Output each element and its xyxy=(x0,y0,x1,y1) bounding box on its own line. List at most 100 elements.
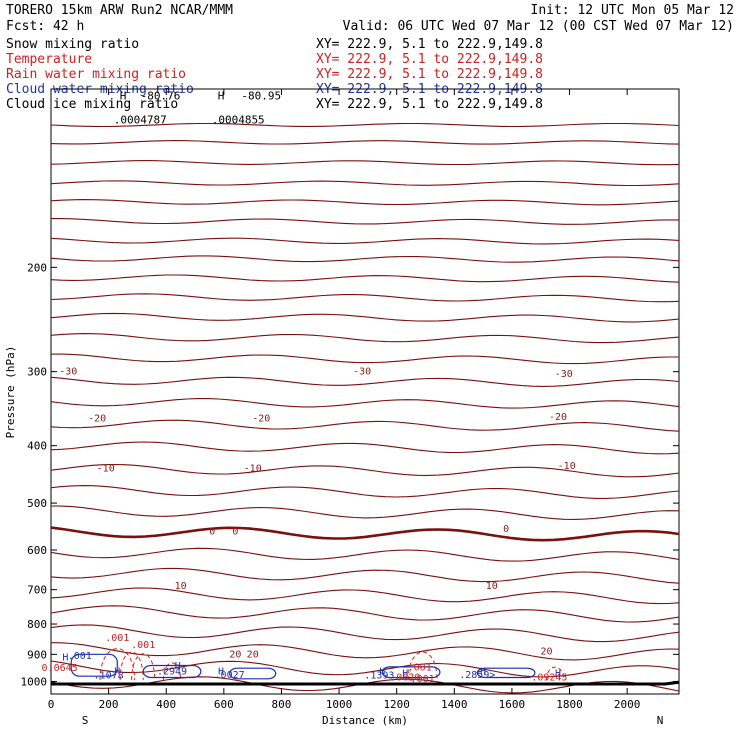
legend-name: Temperature xyxy=(6,52,92,67)
temperature-label: -30 xyxy=(555,369,573,380)
temperature-label: 20 xyxy=(247,649,259,660)
temperature-isotherm xyxy=(50,505,680,520)
rain-label: .0620 xyxy=(390,673,420,684)
rain-label: .001 xyxy=(105,633,129,644)
rain-contour xyxy=(131,653,156,681)
high-marker: H xyxy=(62,653,68,664)
x-tick-label: 2000 xyxy=(614,698,641,711)
high-marker: H xyxy=(114,667,120,678)
temperature-isotherm xyxy=(50,567,680,584)
temperature-isotherm xyxy=(50,237,680,245)
snow-ice-label: -80.76 xyxy=(141,90,181,103)
high-marker: H xyxy=(175,661,181,672)
x-tick-label: 800 xyxy=(272,698,292,711)
temperature-label: 20 xyxy=(540,647,552,658)
temperature-isotherm xyxy=(50,547,680,562)
header-init: Init: 12 UTC Mon 05 Mar 12 xyxy=(531,3,735,18)
x-tick-label: 1000 xyxy=(326,698,353,711)
temperature-label: 0 xyxy=(503,524,509,535)
rain-label: 0.0645 xyxy=(42,663,78,674)
temperature-isotherm xyxy=(50,312,680,323)
header-fcst: Fcst: 42 h xyxy=(6,19,84,34)
temperature-label: -10 xyxy=(244,464,262,475)
high-marker: H xyxy=(379,667,385,678)
y-tick-label: 300 xyxy=(27,366,47,379)
y-tick-label: 400 xyxy=(27,440,47,453)
rain-contours xyxy=(99,648,565,681)
temperature-label: -20 xyxy=(252,414,270,425)
cloud-water-contour xyxy=(381,666,441,679)
rain-label: .001 xyxy=(131,640,155,651)
cloud-water-contour xyxy=(476,667,536,679)
temperature-isotherm xyxy=(50,587,680,605)
temperature-isotherm xyxy=(50,526,680,542)
y-tick-label: 800 xyxy=(27,618,47,631)
x-tick-label: 200 xyxy=(99,698,119,711)
contour-labels: -30 -30 -30 -20 -20 -20 -10 -10 -10 0 0 0 10 10 20 20 20… xyxy=(42,90,576,685)
temperature-isotherm xyxy=(50,274,680,283)
temperature-isotherm xyxy=(50,660,680,678)
cloud-water-contour xyxy=(142,664,202,679)
cloud-water-contours xyxy=(70,653,536,680)
x-tick-label: 400 xyxy=(156,698,176,711)
snow-ice-label: .0004787 xyxy=(114,113,167,126)
cloud-water-label: .2949 xyxy=(157,667,187,678)
rain-contour xyxy=(545,666,565,681)
x-tick-label: 0 xyxy=(48,698,55,711)
high-marker: H xyxy=(402,669,408,680)
plot-frame xyxy=(50,88,680,695)
axes: 0 200 400 600 800 1000 1200 1400 1600 1800 2000200… xyxy=(21,89,679,711)
temperature-isotherm xyxy=(50,642,680,661)
x-tick-label: 1600 xyxy=(499,698,526,711)
high-marker: H xyxy=(218,667,224,678)
cloud-water-contour xyxy=(229,667,277,680)
snow-ice-label: .0004855 xyxy=(212,113,265,126)
temperature-isotherm xyxy=(50,140,680,145)
x-tick-label: 1800 xyxy=(556,698,583,711)
terrain-line xyxy=(51,680,680,686)
legend-name: Rain water mixing ratio xyxy=(6,67,186,82)
rain-label: .001 xyxy=(411,674,435,685)
rain-label: .09245 xyxy=(531,673,567,684)
temperature-isotherm xyxy=(50,605,680,623)
temperature-isotherm xyxy=(50,398,680,409)
temperature-isotherm xyxy=(50,255,680,263)
y-tick-label: 700 xyxy=(27,584,47,597)
legend-xy: XY= 222.9, 5.1 to 222.9,149.8 xyxy=(316,67,543,82)
high-marker: H xyxy=(480,667,486,678)
temperature-label: -10 xyxy=(558,461,576,472)
cloud-water-label: .1078 xyxy=(94,671,124,682)
snow-ice-label: H xyxy=(120,90,127,103)
x-tick-label: 1200 xyxy=(383,698,410,711)
temperature-label: -20 xyxy=(549,412,567,423)
header-model: TORERO 15km ARW Run2 NCAR/MMM xyxy=(6,3,233,18)
temperature-isotherm xyxy=(50,419,680,432)
temperature-isotherm xyxy=(50,376,680,387)
cloud-water-label: .001 xyxy=(68,651,92,662)
rain-label: .001 xyxy=(408,663,432,674)
temperature-isotherm xyxy=(50,441,680,455)
x-tick-label: 600 xyxy=(214,698,234,711)
y-tick-label: 600 xyxy=(27,544,47,557)
legend-name: Cloud ice mixing ratio xyxy=(6,97,178,112)
temperature-label: 0 xyxy=(232,526,238,537)
temperature-label: 10 xyxy=(486,581,498,592)
rain-contour xyxy=(407,651,438,681)
snow-ice-label: H xyxy=(218,90,225,103)
x-end-label-south: S xyxy=(82,714,89,727)
x-tick-label: 1400 xyxy=(441,698,468,711)
rain-contour xyxy=(119,651,144,681)
high-marker: H xyxy=(555,669,561,680)
temperature-label: -30 xyxy=(353,367,371,378)
temperature-isotherm xyxy=(50,333,680,344)
temperature-isotherm xyxy=(50,624,680,643)
y-tick-label: 500 xyxy=(27,497,47,510)
temperature-label: -20 xyxy=(88,414,106,425)
temperature-isotherm xyxy=(51,218,679,225)
temperature-isotherm xyxy=(50,180,680,187)
header-valid: Valid: 06 UTC Wed 07 Mar 12 (00 CST Wed … xyxy=(343,19,734,34)
x-axis-label: Distance (km) xyxy=(322,714,408,727)
y-tick-label: 900 xyxy=(27,648,47,661)
legend-name: Snow mixing ratio xyxy=(6,37,139,52)
